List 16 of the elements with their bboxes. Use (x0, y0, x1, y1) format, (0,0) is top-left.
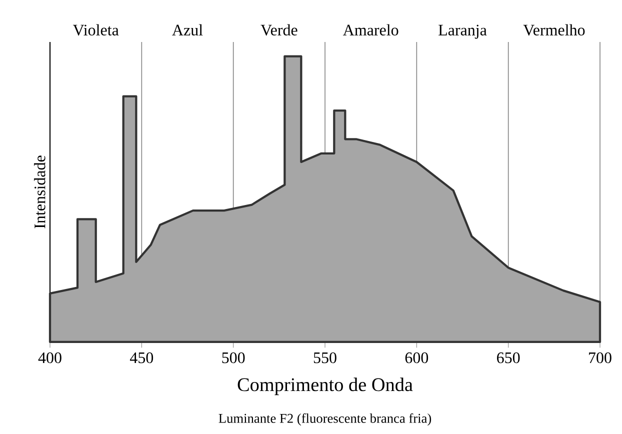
x-tick-label: 600 (405, 352, 428, 364)
x-tick-label: 500 (222, 352, 245, 364)
text: Amarelo (342, 24, 398, 36)
x-tick-label: 400 (38, 352, 62, 364)
x-tick-label: 650 (497, 352, 520, 364)
text: Verde (260, 24, 298, 36)
x-axis-title: Comprimento de Onda (238, 378, 413, 396)
x-tick-label: 700 (589, 352, 612, 364)
text: Azul (172, 24, 203, 36)
text: Laranja (438, 24, 487, 39)
x-tick-label: 550 (314, 352, 336, 364)
text: Luminante F2 (fluorescente branca fria) (218, 413, 432, 426)
y-axis-title: Intensidade (34, 156, 46, 228)
text: Violeta (72, 24, 119, 36)
text: Vermelho (523, 24, 585, 36)
x-tick-label: 450 (130, 352, 154, 364)
